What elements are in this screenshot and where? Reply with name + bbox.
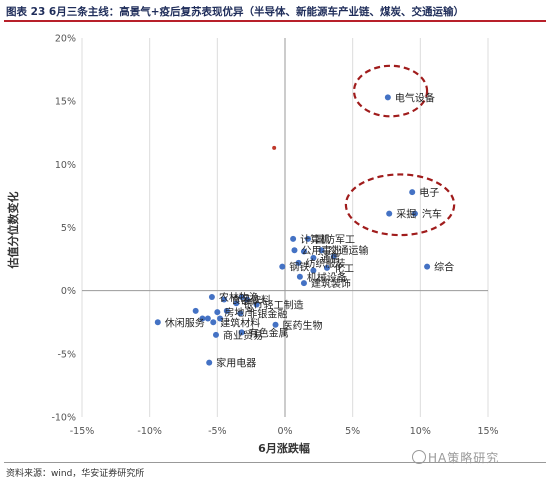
y-tick-label-1: -5%	[58, 349, 77, 360]
point-钢铁	[279, 263, 286, 270]
x-tick-label-4: 5%	[345, 426, 360, 437]
y-tick-label-3: 5%	[61, 223, 76, 234]
x-tick-label-6: 15%	[477, 426, 498, 437]
point-化工	[323, 264, 330, 271]
title-divider	[4, 20, 546, 22]
point-unlabeled-37	[330, 253, 337, 260]
point-食品饮料	[221, 296, 228, 303]
point-label-14: 建筑装饰	[311, 277, 351, 290]
point-unlabeled-36	[310, 267, 317, 274]
point-unlabeled-29	[199, 315, 206, 322]
point-家用电器	[206, 359, 213, 366]
point-综合	[424, 263, 431, 270]
point-汽车	[411, 210, 418, 217]
point-label-18: 轻工制造	[264, 299, 304, 312]
point-label-23: 医药生物	[283, 319, 323, 332]
point-label-25: 商业贸易	[223, 329, 263, 342]
point-label-26: 家用电器	[216, 357, 256, 370]
point-纺织服装	[295, 259, 302, 266]
point-label-17: 银行	[243, 297, 263, 310]
point-label-12: 钢铁	[289, 261, 309, 274]
point-非银金融	[237, 310, 244, 317]
highlight-ellipse-0	[352, 64, 429, 118]
point-unlabeled-31	[223, 307, 230, 314]
chart-title: 图表 23 6月三条主线：高景气+疫后复苏表现优异（半导体、新能源车产业链、煤炭…	[6, 6, 465, 18]
point-unlabeled-30	[204, 315, 211, 322]
tick-labels: -15% -10% -5% 0% 5% 10% 15% -10% -5% 0% 5% 10% 15% 20…	[51, 34, 498, 438]
point-交通运输	[318, 247, 325, 254]
point-轻工制造	[253, 301, 260, 308]
x-tick-label-5: 10%	[410, 426, 431, 437]
point-label-4: 综合	[434, 261, 454, 274]
y-tick-label-5: 15%	[55, 97, 76, 108]
point-label-2: 采掘	[396, 208, 416, 221]
point-label-24: 有色金属	[249, 326, 289, 339]
x-axis-title: 6月涨跌幅	[258, 441, 310, 455]
y-axis-title: 估值分位数变化	[6, 192, 20, 270]
point-label-8: 交通运输	[329, 244, 369, 257]
point-label-5: 计算机	[300, 233, 330, 246]
data-points	[154, 94, 431, 366]
point-label-19: 房地产	[224, 306, 254, 319]
axes	[82, 38, 488, 417]
point-label-9: 通信	[320, 253, 340, 265]
x-tick-label-3: 0%	[277, 426, 292, 437]
x-tick-label-1: -10%	[137, 426, 162, 437]
x-tick-label-0: -15%	[70, 426, 95, 437]
point-label-3: 汽车	[422, 208, 442, 221]
point-医药生物	[272, 321, 279, 328]
point-label-22: 建筑材料	[220, 316, 260, 329]
point-label-13: 机械设备	[307, 271, 347, 284]
point-label-0: 电气设备	[395, 91, 435, 104]
point-采掘	[386, 210, 393, 217]
point-电子	[409, 189, 416, 196]
point-unlabeled-27	[272, 145, 277, 150]
y-tick-label-2: 0%	[61, 286, 76, 297]
y-tick-label-6: 20%	[55, 34, 76, 45]
point-label-16: 食品饮料	[231, 294, 271, 307]
point-label-1: 电子	[419, 186, 439, 199]
point-unlabeled-34	[244, 296, 251, 303]
source-note: 资料来源：wind，华安证券研究所	[6, 469, 145, 479]
point-label-7: 公用事业	[301, 244, 341, 257]
point-label-15: 农林牧渔	[219, 291, 259, 304]
wechat-icon	[412, 450, 426, 464]
point-休闲服务	[154, 319, 161, 326]
point-label-10: 纺织服装	[306, 257, 346, 270]
point-建筑装饰	[300, 280, 307, 287]
point-机械设备	[296, 273, 303, 280]
footer-divider	[4, 462, 546, 463]
point-国防军工	[305, 235, 312, 242]
point-商业贸易	[212, 331, 219, 338]
x-tick-label-2: -5%	[208, 426, 227, 437]
point-unlabeled-35	[300, 248, 307, 255]
point-unlabeled-32	[217, 315, 224, 322]
point-农林牧渔	[208, 293, 215, 300]
point-unlabeled-33	[238, 293, 245, 300]
point-label-11: 化工	[334, 262, 354, 275]
y-tick-label-4: 10%	[55, 160, 76, 171]
point-label-20: 非银金融	[247, 307, 287, 320]
point-计算机	[290, 235, 297, 242]
point-label-6: 国防军工	[315, 233, 355, 246]
point-房地产	[214, 309, 221, 316]
point-电气设备	[384, 94, 391, 101]
point-建筑材料	[210, 319, 217, 326]
point-银行	[233, 300, 240, 307]
y-tick-label-0: -10%	[51, 413, 76, 424]
point-unlabeled-28	[192, 307, 199, 314]
point-通信	[310, 254, 317, 261]
highlight-ellipse-1	[344, 173, 456, 237]
point-label-21: 休闲服务	[165, 316, 205, 329]
point-公用事业	[291, 247, 298, 254]
point-有色金属	[238, 329, 245, 336]
highlight-ellipses	[344, 64, 456, 237]
watermark: HA策略研究	[428, 451, 500, 465]
